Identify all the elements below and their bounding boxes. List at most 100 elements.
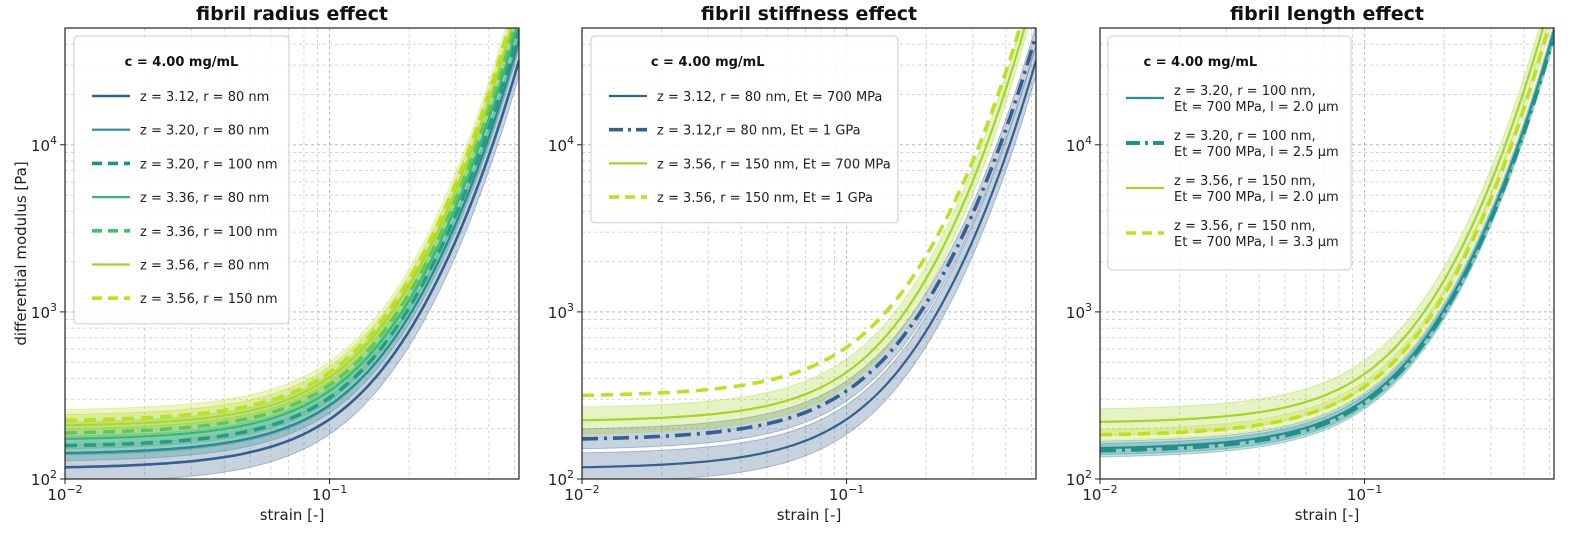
uncertainty-band (1100, 28, 1554, 456)
series-line (65, 60, 519, 469)
legend-item: z = 3.12, r = 80 nm (92, 90, 269, 105)
legend-label: Et = 700 MPa, l = 2.0 µm (1174, 190, 1339, 205)
legend-label: z = 3.20, r = 100 nm, (1174, 129, 1316, 144)
legend-title: c = 4.00 mg/mL (1143, 55, 1257, 70)
uncertainty-band (582, 45, 1036, 479)
legend-label: Et = 700 MPa, l = 2.5 µm (1174, 145, 1339, 160)
uncertainty-band (1100, 28, 1554, 458)
legend-item: z = 3.12, r = 80 nm, Et = 700 MPa (609, 90, 882, 105)
series-layer (1100, 28, 1554, 458)
chart-title: fibril stiffness effect (701, 3, 917, 25)
legend-label: z = 3.20, r = 80 nm (140, 124, 269, 139)
series-line (1100, 28, 1545, 423)
x-tick-label: 10−2 (1082, 483, 1117, 504)
uncertainty-band (1100, 28, 1551, 441)
series-line (65, 28, 517, 435)
series-3 (1100, 28, 1548, 437)
legend-item: z = 3.56, r = 150 nm (92, 292, 278, 307)
panel-1: 10−2 10−1 102 103 104 fibril radius effect str… (12, 3, 520, 524)
legend: c = 4.00 mg/mL z = 3.12, r = 80 nm z = 3.2… (73, 35, 290, 325)
series-3 (582, 28, 1029, 435)
axes-frame (581, 27, 1037, 480)
legend-title: c = 4.00 mg/mL (651, 55, 765, 70)
x-tick-label: 10−1 (1347, 483, 1382, 504)
uncertainty-band (65, 28, 515, 437)
y-tick-label: 102 (31, 468, 57, 489)
uncertainty-band (582, 28, 1029, 435)
uncertainty-band (65, 28, 513, 432)
series-4 (65, 28, 519, 450)
legend-item: z = 3.20, r = 100 nm (92, 157, 278, 172)
series-line (65, 29, 519, 448)
legend-box (590, 35, 899, 224)
series-2 (582, 28, 1036, 450)
series-2 (1100, 28, 1554, 458)
x-axis-label: strain [-] (777, 506, 842, 524)
legend-label: Et = 700 MPa, l = 2.0 µm (1174, 100, 1339, 115)
series-line (1100, 33, 1554, 453)
legend-label: z = 3.56, r = 150 nm, Et = 1 GPa (657, 191, 873, 206)
legend-label: z = 3.56, r = 150 nm, (1174, 174, 1316, 189)
legend-item: z = 3.56, r = 150 nm, Et = 1 GPa (609, 191, 873, 206)
series-layer (65, 28, 519, 479)
legend-label: z = 3.20, r = 100 nm, (1174, 84, 1316, 99)
y-tick-label: 103 (548, 301, 574, 322)
x-axis-label: strain [-] (260, 506, 325, 524)
y-axis-label: differential modulus [Pa] (12, 161, 30, 345)
series-line (1100, 28, 1551, 437)
uncertainty-band (582, 28, 1036, 450)
series-7 (65, 28, 513, 432)
legend-label: z = 3.12, r = 80 nm, Et = 700 MPa (657, 90, 882, 105)
series-3 (65, 28, 519, 456)
series-line (582, 60, 1036, 469)
y-tick-label: 104 (548, 134, 574, 155)
legend-item: z = 3.56, r = 80 nm (92, 259, 269, 274)
chart-title: fibril length effect (1230, 3, 1424, 25)
legend-title: c = 4.00 mg/mL (125, 55, 239, 70)
legend-label: z = 3.12,r = 80 nm, Et = 1 GPa (657, 124, 861, 139)
legend: c = 4.00 mg/mL z = 3.12, r = 80 nm, Et = … (590, 35, 899, 224)
series-6 (65, 28, 515, 437)
series-line (582, 34, 1036, 441)
legend-item: z = 3.36, r = 100 nm (92, 225, 278, 240)
legend-item: z = 3.56, r = 150 nm,Et = 700 MPa, l = 3… (1126, 219, 1339, 250)
y-tick-label: 104 (1066, 134, 1092, 155)
legend-box (73, 35, 290, 325)
legend-label: z = 3.56, r = 80 nm (140, 259, 269, 274)
x-axis-label: strain [-] (1295, 506, 1360, 524)
series-line (582, 28, 1026, 422)
legend: c = 4.00 mg/mLz = 3.20, r = 100 nm,Et = … (1107, 35, 1352, 271)
panel-2: 10−2 10−1 102 103 104 fibril stiffness effect… (548, 3, 1037, 524)
series-line (65, 39, 519, 455)
uncertainty-band (1100, 28, 1548, 437)
legend-box (1107, 35, 1352, 271)
y-tick-label: 102 (548, 468, 574, 489)
legend-label: z = 3.36, r = 100 nm (140, 225, 278, 240)
series-4 (582, 28, 1022, 398)
chart-title: fibril radius effect (196, 3, 388, 25)
legend-label: z = 3.36, r = 80 nm (140, 191, 269, 206)
axes-frame (1099, 27, 1555, 480)
legend-label: z = 3.12, r = 80 nm (140, 90, 269, 105)
legend-label: z = 3.56, r = 150 nm (140, 292, 278, 307)
series-line (582, 28, 1022, 398)
legend-label: z = 3.56, r = 150 nm, Et = 700 MPa (657, 157, 891, 172)
uncertainty-band (65, 28, 519, 450)
x-tick-label: 10−2 (47, 483, 82, 504)
legend-item: z = 3.20, r = 100 nm,Et = 700 MPa, l = 2… (1126, 84, 1339, 115)
legend-item: z = 3.12,r = 80 nm, Et = 1 GPa (609, 124, 861, 139)
x-tick-label: 10−1 (829, 483, 864, 504)
axes-frame (64, 27, 520, 480)
series-1 (582, 45, 1036, 479)
legend-label: z = 3.56, r = 150 nm, (1174, 219, 1316, 234)
series-layer (582, 28, 1036, 479)
legend-item: z = 3.20, r = 80 nm (92, 124, 269, 139)
legend-item: z = 3.56, r = 150 nm,Et = 700 MPa, l = 2… (1126, 174, 1339, 205)
uncertainty-band (65, 28, 519, 456)
series-4 (1100, 28, 1551, 441)
legend-item: z = 3.20, r = 100 nm,Et = 700 MPa, l = 2… (1126, 129, 1339, 160)
legend-label: Et = 700 MPa, l = 3.3 µm (1174, 235, 1339, 250)
y-tick-label: 103 (1066, 301, 1092, 322)
series-line (65, 28, 518, 440)
